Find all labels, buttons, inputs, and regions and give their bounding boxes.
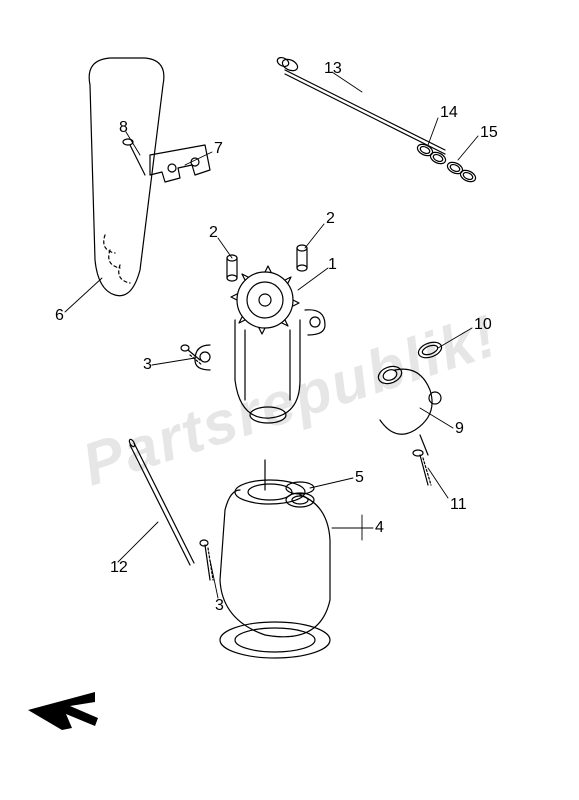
part-1-oil-pump (195, 266, 325, 423)
part-14-ring (416, 142, 448, 166)
direction-arrow-icon (28, 692, 98, 730)
callout-14: 14 (440, 104, 458, 122)
part-13-rod (276, 56, 445, 154)
callout-7: 7 (214, 140, 223, 158)
callout-8: 8 (119, 119, 128, 137)
callout-15: 15 (480, 124, 498, 142)
callout-4: 4 (375, 519, 384, 537)
part-2-dowel-right (297, 245, 307, 271)
diagram-container: Partsrepublik! (0, 0, 579, 800)
callout-3b: 3 (215, 597, 224, 615)
part-15-ring (446, 160, 478, 184)
part-12-tube (128, 439, 194, 565)
callout-13: 13 (324, 60, 342, 78)
callout-10: 10 (474, 316, 492, 334)
callout-2b: 2 (326, 210, 335, 228)
parts-diagram-svg (0, 0, 579, 800)
callout-11: 11 (450, 496, 467, 514)
part-6-chain (89, 58, 164, 296)
callout-2a: 2 (209, 224, 218, 242)
part-3-bolt-lower (200, 540, 213, 580)
callout-6: 6 (55, 307, 64, 325)
callout-12: 12 (110, 559, 128, 577)
part-10-oring (416, 339, 443, 360)
callout-9: 9 (455, 420, 464, 438)
leader-lines (65, 72, 478, 598)
part-2-dowel-left (227, 255, 237, 281)
callout-1: 1 (328, 256, 337, 274)
callout-5: 5 (355, 469, 364, 487)
part-9-pipe (376, 363, 441, 455)
part-7-guide (150, 145, 210, 182)
callout-3a: 3 (143, 356, 152, 374)
